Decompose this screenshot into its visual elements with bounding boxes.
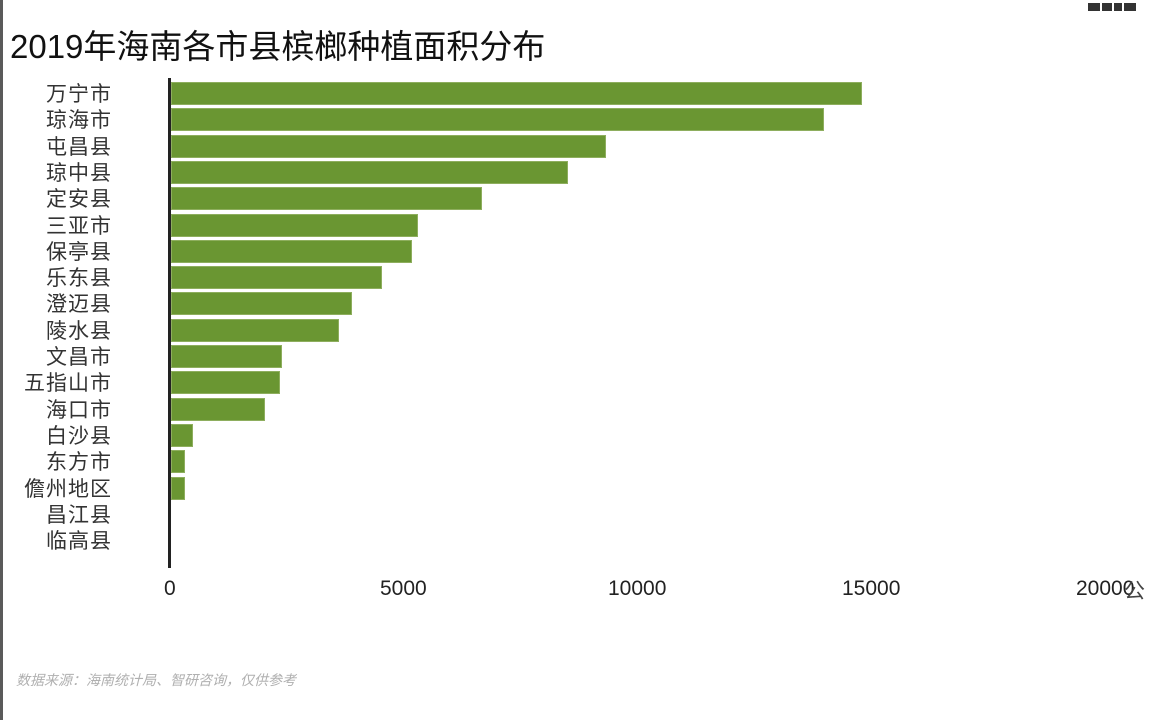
- category-label: 东方市: [46, 450, 112, 475]
- bar: [171, 397, 266, 421]
- category-label: 昌江县: [46, 502, 112, 527]
- x-tick-label: 20000: [1076, 577, 1135, 600]
- bar: [171, 423, 193, 447]
- watermark-fragment: [1088, 0, 1140, 11]
- x-tick-label: 10000: [608, 577, 667, 600]
- y-axis-line: [168, 78, 171, 568]
- x-axis-unit: 公: [1124, 579, 1145, 603]
- category-label: 万宁市: [46, 82, 112, 106]
- x-tick-label: 15000: [842, 577, 901, 600]
- bar: [171, 345, 282, 368]
- bar: [171, 450, 186, 474]
- category-label: 琼海市: [46, 108, 112, 133]
- bar: [171, 239, 413, 263]
- category-label: 定安县: [46, 187, 112, 212]
- bar: [171, 213, 419, 237]
- category-label: 澄迈县: [46, 292, 112, 317]
- category-label: 三亚市: [46, 213, 112, 238]
- bar: [171, 82, 863, 105]
- bar: [171, 292, 353, 316]
- bar: [171, 187, 483, 211]
- bar: [171, 134, 606, 158]
- category-label: 临高县: [46, 529, 112, 554]
- x-tick-label: 5000: [380, 577, 427, 600]
- bar: [171, 371, 281, 395]
- category-label: 五指山市: [24, 371, 112, 396]
- bar: [171, 266, 383, 290]
- left-border: [0, 0, 3, 720]
- bar: [171, 476, 186, 500]
- category-label: 乐东县: [46, 266, 112, 291]
- category-label: 琼中县: [46, 160, 112, 185]
- category-label: 儋州地区: [24, 476, 112, 501]
- bar: [171, 160, 568, 184]
- category-label: 海口市: [46, 397, 112, 422]
- category-label: 保亭县: [46, 239, 112, 264]
- category-label: 陵水县: [46, 318, 112, 343]
- bar: [171, 318, 339, 342]
- source-note: 数据来源：海南统计局、智研咨询，仅供参考: [16, 673, 296, 689]
- x-tick-label: 0: [164, 577, 176, 600]
- chart-title: 2019年海南各市县槟榔种植面积分布: [10, 28, 546, 65]
- category-label: 文昌市: [46, 345, 112, 369]
- category-label: 白沙县: [46, 423, 112, 448]
- category-label: 屯昌县: [46, 134, 112, 159]
- bar: [171, 108, 824, 132]
